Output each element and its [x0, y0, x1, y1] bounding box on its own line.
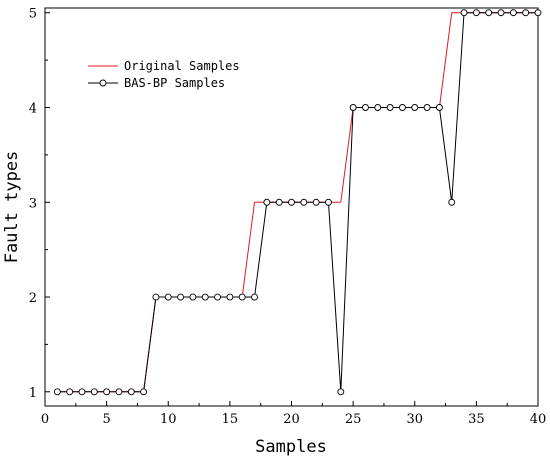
data-point	[522, 9, 530, 17]
data-point	[251, 293, 258, 301]
y-tick-label: 3	[29, 196, 37, 211]
x-tick-label: 40	[530, 412, 547, 427]
series-line	[57, 12, 538, 393]
legend-marker-basbp	[99, 79, 107, 87]
data-point	[66, 388, 74, 396]
data-point	[152, 293, 160, 301]
data-point	[214, 293, 222, 301]
x-tick-label: 25	[345, 412, 362, 427]
data-point	[337, 388, 345, 396]
x-tick-label: 20	[283, 412, 300, 427]
y-tick-label: 4	[29, 102, 37, 117]
data-point	[263, 198, 271, 206]
x-tick-label: 30	[406, 412, 423, 427]
legend-label-original: Original Samples	[124, 59, 240, 73]
data-point	[472, 9, 480, 17]
data-point	[90, 388, 98, 396]
data-point	[497, 9, 505, 17]
series-layer	[53, 9, 542, 396]
legend-box	[80, 54, 250, 94]
x-tick-label: 0	[41, 412, 49, 427]
data-point	[423, 104, 431, 111]
data-point	[312, 198, 320, 206]
y-axis-title: Fault types	[2, 151, 22, 264]
x-tick-label: 15	[222, 412, 239, 427]
data-point	[226, 293, 234, 301]
data-point	[238, 293, 246, 301]
data-point	[103, 388, 111, 396]
data-point	[53, 388, 61, 396]
data-point	[325, 198, 332, 206]
y-tick-label: 1	[29, 386, 37, 401]
data-point	[300, 198, 308, 206]
x-axis-title: Samples	[255, 437, 327, 457]
y-tick-label: 5	[29, 7, 37, 22]
data-point	[448, 198, 456, 206]
data-point	[127, 388, 135, 396]
data-point	[386, 104, 394, 111]
data-point	[398, 104, 406, 111]
data-point	[78, 388, 86, 396]
data-point	[349, 104, 357, 111]
data-point	[288, 198, 295, 206]
data-point	[177, 293, 185, 301]
data-point	[460, 9, 468, 17]
series-bas-bp-samples	[53, 9, 542, 396]
x-tick-label: 35	[468, 412, 485, 427]
data-point	[201, 293, 209, 301]
x-tick-label: 10	[160, 412, 177, 427]
axes: 0 5 10 15 20 25 30 35 40 1 2 3 4 5	[29, 7, 547, 427]
data-point	[362, 104, 369, 111]
data-point	[374, 104, 382, 111]
data-point	[411, 104, 419, 111]
legend-label-basbp: BAS-BP Samples	[124, 76, 225, 90]
data-point	[140, 388, 148, 396]
data-point	[275, 198, 283, 206]
data-point	[189, 293, 197, 301]
data-point	[164, 293, 172, 301]
data-point	[435, 104, 443, 111]
data-point	[534, 9, 542, 17]
data-point	[115, 388, 123, 396]
data-point	[485, 9, 493, 17]
y-tick-label: 2	[29, 291, 37, 306]
data-point	[509, 9, 517, 17]
legend: Original Samples BAS-BP Samples	[80, 54, 250, 94]
x-tick-label: 5	[102, 412, 110, 427]
